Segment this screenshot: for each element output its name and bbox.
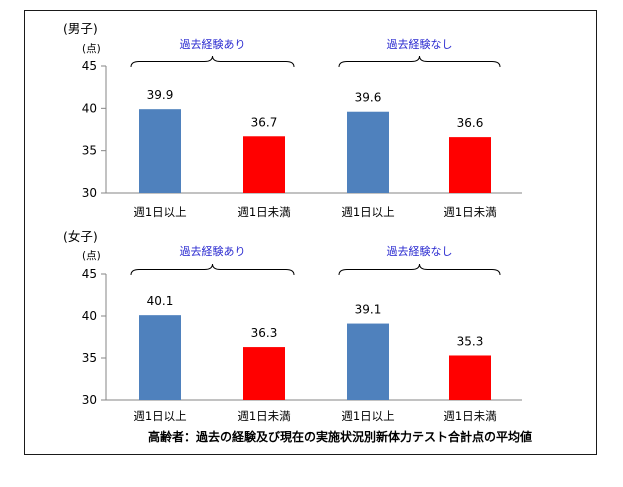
bar (139, 109, 181, 193)
y-tick-label: 30 (82, 186, 97, 200)
data-label: 40.1 (147, 294, 174, 308)
data-label: 39.1 (355, 303, 382, 317)
y-tick-label: 45 (82, 267, 97, 281)
figure-caption: 高齢者：過去の経験及び現在の実施状況別新体力テスト合計点の平均値 (148, 429, 532, 444)
y-tick-label: 35 (82, 144, 97, 158)
bar (449, 137, 491, 193)
bar (243, 136, 285, 193)
category-label: 週1日未満 (443, 409, 496, 423)
y-tick-label: 35 (82, 351, 97, 365)
bar (347, 111, 389, 193)
figure-frame (24, 10, 597, 455)
category-label: 週1日以上 (341, 205, 394, 219)
category-label: 週1日以上 (133, 409, 186, 423)
group-brace (130, 263, 295, 276)
y-axis-unit: (点) (82, 43, 101, 55)
y-tick-label: 40 (82, 101, 97, 115)
group-brace (130, 55, 295, 68)
group-label: 過去経験なし (387, 37, 453, 51)
bar (449, 355, 491, 400)
category-label: 週1日未満 (443, 205, 496, 219)
group-label: 過去経験なし (387, 244, 453, 258)
data-label: 35.3 (457, 334, 484, 348)
data-label: 36.7 (251, 115, 278, 129)
group-brace (338, 55, 501, 68)
panel-title: (男子) (63, 21, 98, 36)
data-label: 36.3 (251, 326, 278, 340)
category-label: 週1日以上 (133, 205, 186, 219)
data-label: 39.9 (147, 88, 174, 102)
bar (139, 315, 181, 400)
group-label: 過去経験あり (180, 37, 246, 51)
category-label: 週1日未満 (237, 205, 290, 219)
category-label: 週1日未満 (237, 409, 290, 423)
data-label: 36.6 (457, 116, 484, 130)
y-tick-label: 30 (82, 393, 97, 407)
y-tick-label: 45 (82, 59, 97, 73)
group-label: 過去経験あり (180, 244, 246, 258)
category-label: 週1日以上 (341, 409, 394, 423)
bar (347, 323, 389, 400)
bar (243, 347, 285, 400)
panel-title: (女子) (63, 229, 98, 244)
y-axis-unit: (点) (82, 250, 101, 262)
group-brace (338, 263, 501, 276)
data-label: 39.6 (355, 91, 382, 105)
y-tick-label: 40 (82, 309, 97, 323)
